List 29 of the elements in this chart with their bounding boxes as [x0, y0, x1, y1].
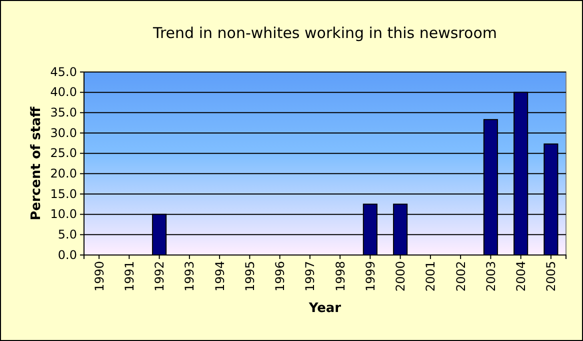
y-tick-label: 40.0	[50, 85, 77, 100]
y-tick-label: 35.0	[50, 106, 77, 120]
x-axis-title: Year	[308, 301, 342, 316]
x-tick-label: 1991	[122, 261, 136, 292]
y-tick-label: 0.0	[58, 248, 77, 262]
y-tick-label: 25.0	[50, 146, 77, 160]
y-tick-label: 45.0	[50, 64, 77, 79]
chart-title: Trend in non-whites working in this newsroom	[152, 24, 497, 42]
x-tick-label: 2001	[424, 261, 438, 292]
x-tick-label: 1992	[152, 261, 167, 292]
x-tick-label: 1996	[273, 261, 288, 292]
x-tick-label: 1997	[303, 261, 318, 292]
x-tick-label: 1990	[92, 261, 106, 292]
x-tick-label: 2004	[514, 261, 528, 292]
y-axis-title: Percent of staff	[29, 106, 44, 220]
x-tick-label: 2000	[394, 261, 408, 292]
x-tick-label: 1993	[182, 261, 197, 292]
x-tick-label: 2005	[544, 261, 558, 292]
y-tick-label: 10.0	[50, 207, 77, 222]
x-tick-label: 1999	[363, 261, 378, 292]
y-tick-label: 5.0	[58, 228, 77, 242]
x-tick-label: 2003	[484, 261, 498, 292]
x-tick-label: 1994	[212, 261, 227, 292]
x-tick-label: 2002	[454, 261, 468, 292]
x-tick-label: 1995	[242, 261, 257, 292]
y-tick-label: 15.0	[50, 186, 77, 201]
y-tick-label: 30.0	[50, 126, 77, 140]
x-tick-label: 1998	[333, 261, 348, 292]
y-tick-label: 20.0	[50, 166, 77, 181]
